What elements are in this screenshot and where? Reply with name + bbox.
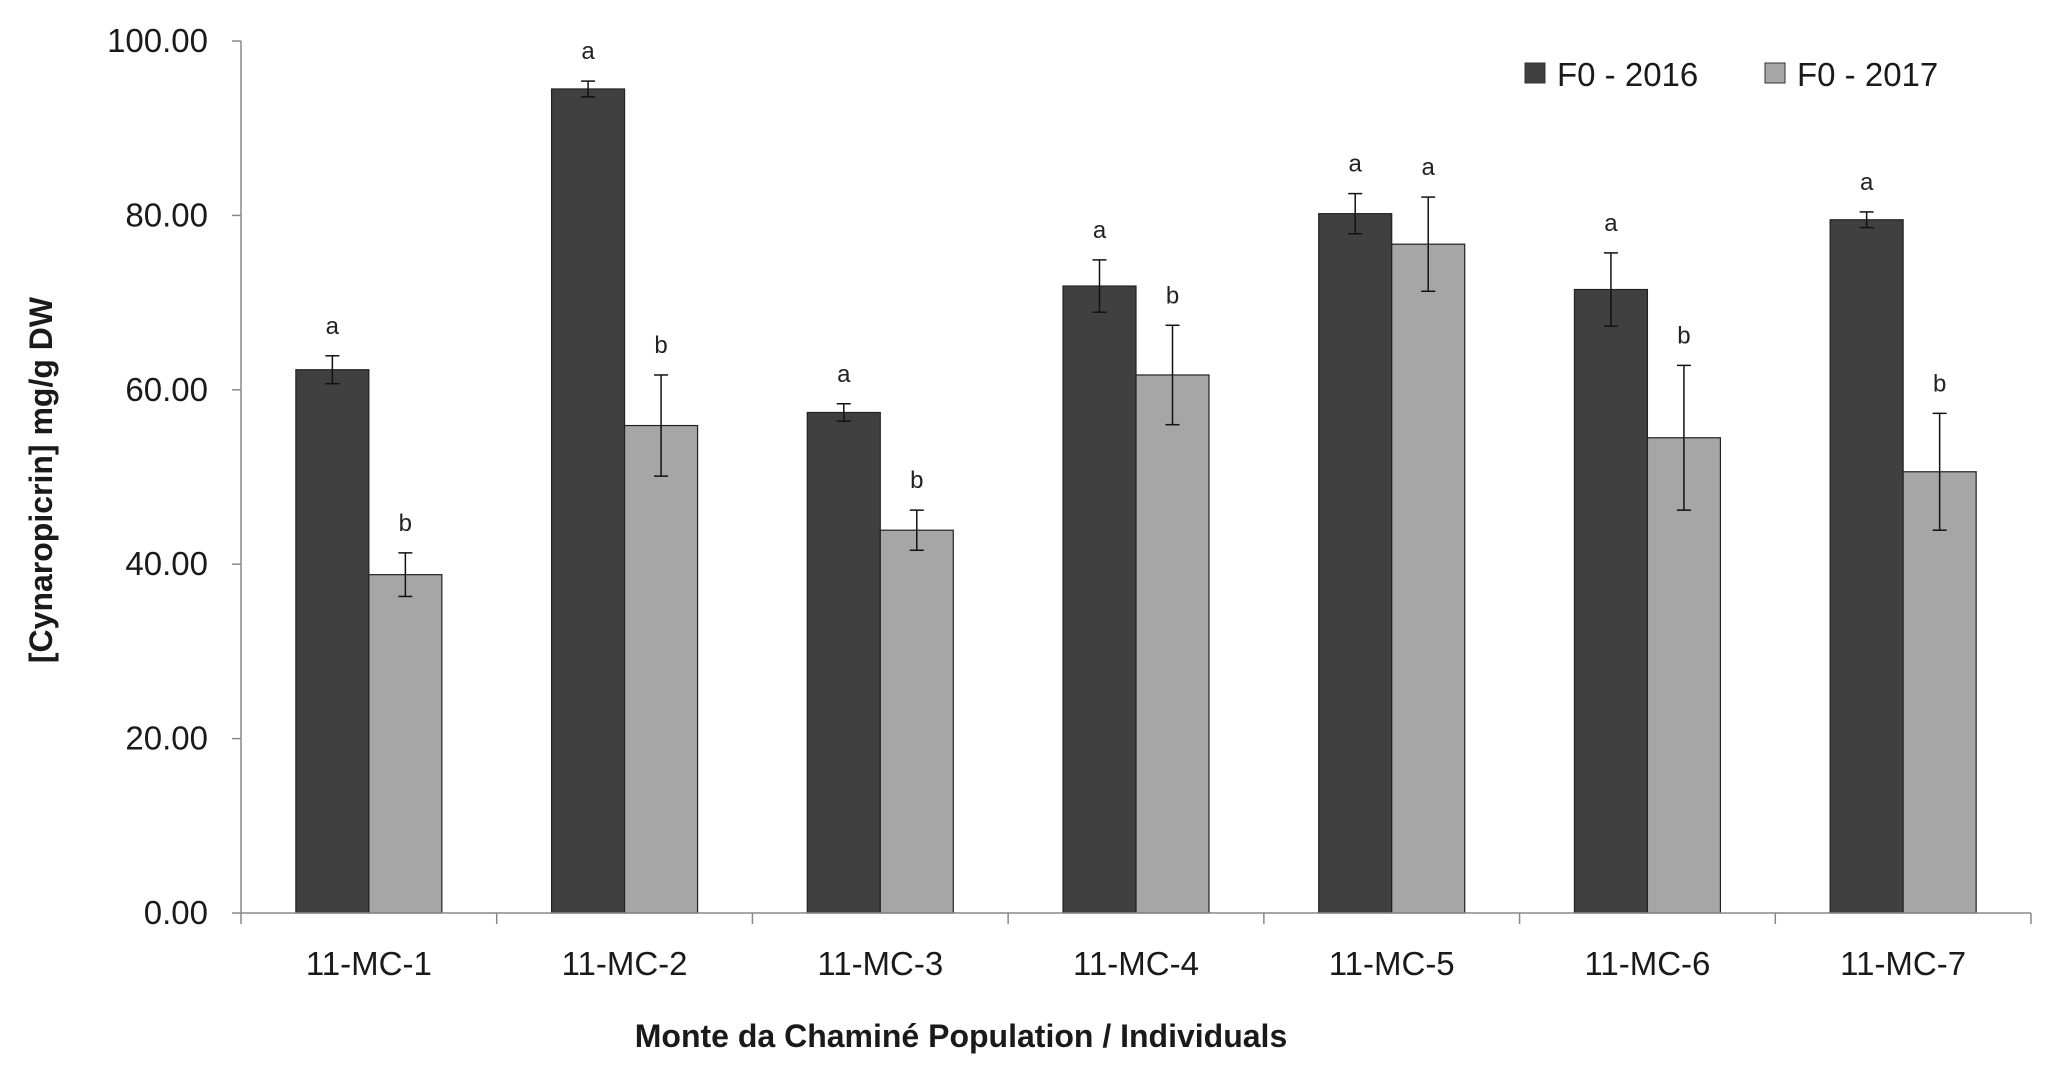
legend-swatch-2017 <box>1764 62 1786 84</box>
significance-label: a <box>837 361 851 388</box>
bars-layer <box>295 88 1977 914</box>
y-tick-label: 60.00 <box>125 371 208 408</box>
legend-label-2017: F0 - 2017 <box>1797 56 1938 93</box>
bar-11-MC-5-F0-2016 <box>1318 213 1393 914</box>
legend-swatch-2016 <box>1524 62 1546 84</box>
x-tick-label: 11-MC-1 <box>306 945 432 982</box>
significance-label: b <box>910 467 923 494</box>
y-tick-label: 20.00 <box>125 720 208 757</box>
bar-11-MC-4-F0-2016 <box>1062 285 1137 914</box>
x-axis-title: Monte da Chaminé Population / Individual… <box>635 1018 1287 1054</box>
x-tick-label: 11-MC-3 <box>817 945 943 982</box>
bar-11-MC-6-F0-2016 <box>1573 288 1649 914</box>
significance-label: a <box>326 313 340 340</box>
significance-label: a <box>581 38 595 65</box>
y-axis-title: [Cynaropicrin] mg/g DW <box>23 296 59 663</box>
bar-11-MC-3-F0-2016 <box>806 411 881 914</box>
x-tick-label: 11-MC-6 <box>1584 945 1710 982</box>
error-bars-layer <box>325 80 1947 598</box>
significance-label: b <box>654 332 667 359</box>
y-tick-label: 80.00 <box>125 196 208 233</box>
significance-label: a <box>1349 151 1363 178</box>
y-tick-label: 40.00 <box>125 545 208 582</box>
significance-label: a <box>1422 154 1436 181</box>
bar-11-MC-1-F0-2017 <box>368 574 443 914</box>
significance-label: b <box>1166 282 1179 309</box>
x-tick-label: 11-MC-7 <box>1840 945 1966 982</box>
x-tick-label: 11-MC-5 <box>1329 945 1455 982</box>
labels-layer: a b 11-MC-1 a b 11-MC-2 a b 11-MC-3 a b 11-MC-4 a a 11… <box>107 22 1966 982</box>
bar-11-MC-7-F0-2017 <box>1902 471 1977 914</box>
bar-11-MC-1-F0-2016 <box>295 369 370 914</box>
legend-label-2016: F0 - 2016 <box>1557 56 1698 93</box>
bar-11-MC-5-F0-2017 <box>1391 243 1466 914</box>
significance-label: a <box>1604 210 1618 237</box>
bar-11-MC-6-F0-2017 <box>1646 437 1722 914</box>
significance-label: b <box>1933 370 1946 397</box>
y-tick-label: 0.00 <box>144 894 208 931</box>
bar-11-MC-7-F0-2016 <box>1829 219 1904 914</box>
significance-label: a <box>1093 217 1107 244</box>
legend: F0 - 2016 F0 - 2017 <box>1524 56 1938 93</box>
bar-11-MC-4-F0-2017 <box>1135 374 1210 914</box>
x-tick-label: 11-MC-4 <box>1073 945 1199 982</box>
axes-layer <box>232 40 2032 924</box>
bar-11-MC-3-F0-2017 <box>879 529 954 914</box>
significance-label: b <box>1677 322 1690 349</box>
significance-label: a <box>1860 169 1874 196</box>
x-tick-label: 11-MC-2 <box>562 945 688 982</box>
y-tick-label: 100.00 <box>107 22 208 59</box>
bar-11-MC-2-F0-2016 <box>550 88 626 914</box>
bar-11-MC-2-F0-2017 <box>623 424 699 914</box>
significance-label: b <box>399 510 412 537</box>
